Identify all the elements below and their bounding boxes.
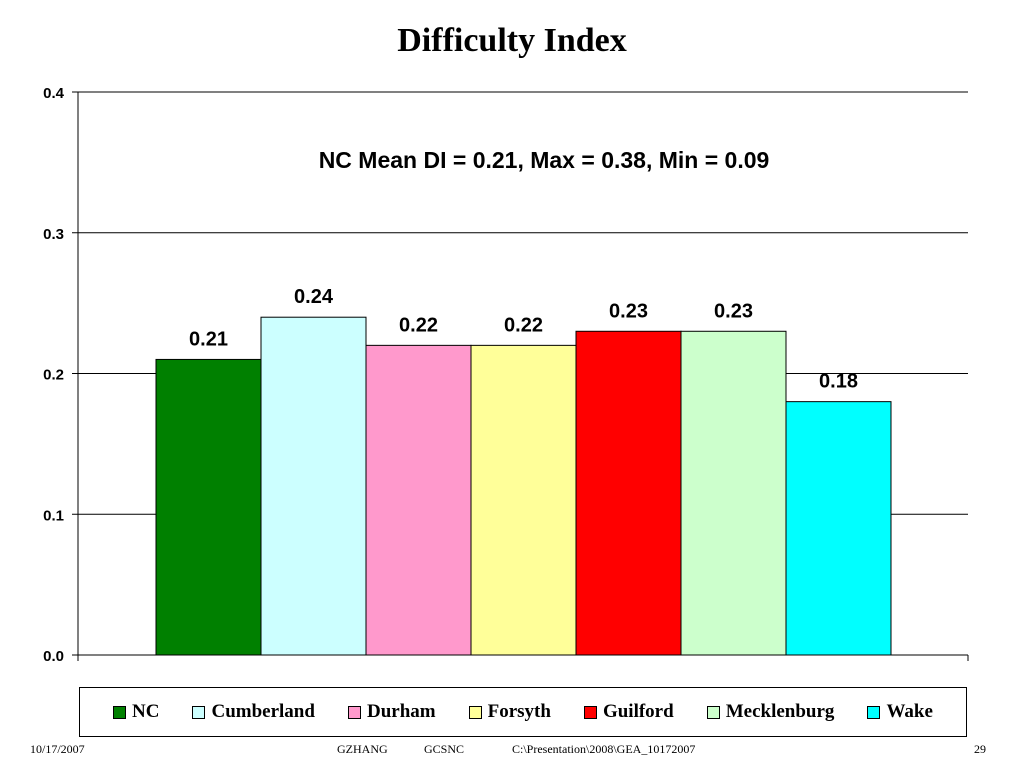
legend-item-mecklenburg: Mecklenburg <box>706 701 835 723</box>
legend-swatch <box>468 705 482 719</box>
bar-guilford <box>575 330 682 656</box>
footer-author: GZHANG <box>337 742 388 756</box>
legend-item-guilford: Guilford <box>583 701 674 723</box>
legend-item-nc: NC <box>113 701 159 723</box>
data-label: 0.23 <box>714 300 753 322</box>
legend-swatch <box>867 705 881 719</box>
legend-swatch <box>113 705 127 719</box>
footer-path: C:\Presentation\2008\GEA_10172007 <box>512 742 696 756</box>
legend-swatch <box>347 705 361 719</box>
legend-label: NC <box>132 701 160 722</box>
data-label: 0.24 <box>294 286 334 308</box>
data-label: 0.18 <box>819 371 858 393</box>
y-tick-label: 0.0 <box>43 648 64 665</box>
chart-title: Difficulty Index <box>397 22 627 59</box>
footer-org: GCSNC <box>424 742 465 756</box>
legend-label: Forsyth <box>487 701 551 722</box>
legend-item-durham: Durham <box>347 701 436 723</box>
y-tick-label: 0.2 <box>43 367 64 384</box>
bar-mecklenburg <box>680 330 787 656</box>
footer-page-number: 29 <box>974 742 986 756</box>
y-tick-label: 0.4 <box>43 85 65 102</box>
legend-swatch <box>583 705 597 719</box>
legend-item-wake: Wake <box>867 701 933 723</box>
legend-item-forsyth: Forsyth <box>468 701 551 723</box>
legend-label: Mecklenburg <box>725 701 835 722</box>
legend-item-cumberland: Cumberland <box>192 701 315 723</box>
data-label: 0.22 <box>399 314 438 336</box>
legend-label: Wake <box>886 701 933 722</box>
chart-annotation: NC Mean DI = 0.21, Max = 0.38, Min = 0.0… <box>319 147 770 173</box>
legend-label: Cumberland <box>211 701 315 722</box>
legend-swatch <box>192 705 206 719</box>
legend-label: Durham <box>366 701 436 722</box>
chart-legend: NC Cumberland Durham Forsyth Guilford Mecklen… <box>79 687 967 737</box>
bar-nc <box>155 358 262 656</box>
data-label: 0.23 <box>609 300 648 322</box>
bar-forsyth <box>470 344 577 656</box>
footer-date: 10/17/2007 <box>30 742 85 756</box>
data-label: 0.22 <box>504 314 543 336</box>
y-tick-label: 0.1 <box>43 507 64 524</box>
legend-label: Guilford <box>602 701 674 722</box>
bar-cumberland <box>260 316 367 656</box>
bar-wake <box>785 401 892 656</box>
y-tick-label: 0.3 <box>43 226 64 243</box>
bar-durham <box>365 344 472 656</box>
legend-swatch <box>706 705 720 719</box>
data-label: 0.21 <box>189 328 228 350</box>
